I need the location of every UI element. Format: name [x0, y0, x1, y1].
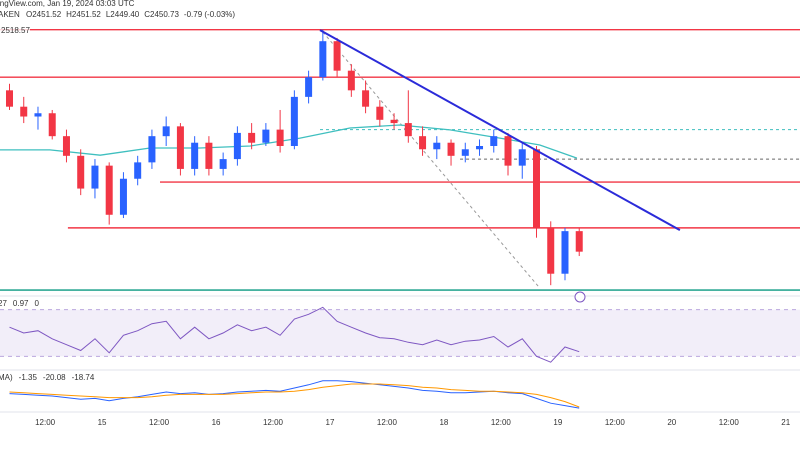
- indicator-legend: -20.08: [43, 373, 66, 382]
- symbol-label: AKEN: [0, 10, 20, 19]
- candle-body: [134, 162, 142, 179]
- candle-body: [191, 142, 199, 169]
- x-tick-label: 19: [553, 418, 562, 427]
- indicator-legend: 0.97: [13, 299, 29, 308]
- x-tick-label: 12:00: [263, 418, 284, 427]
- candle-body: [518, 149, 526, 166]
- candle-body: [176, 126, 184, 169]
- x-tick-label: 12:00: [377, 418, 398, 427]
- ohlc-label: O2451.52: [26, 10, 62, 19]
- candle-body: [219, 159, 227, 169]
- candle-body: [105, 165, 113, 215]
- indicator-legend: 0: [34, 299, 39, 308]
- candle-body: [333, 41, 341, 71]
- ohlc-label: C2450.73: [144, 10, 179, 19]
- x-tick-label: 16: [212, 418, 221, 427]
- price-label-box: [0, 25, 30, 36]
- candle-body: [575, 231, 583, 252]
- candle-body: [390, 119, 398, 124]
- candle-body: [91, 165, 99, 189]
- candle-body: [376, 106, 384, 120]
- candle-body: [547, 227, 555, 274]
- candle-body: [162, 126, 170, 137]
- candle-body: [262, 129, 270, 143]
- x-tick-label: 12:00: [35, 418, 56, 427]
- candle-body: [77, 155, 85, 189]
- candle-body: [5, 90, 13, 107]
- ohlc-label: H2451.52: [66, 10, 101, 19]
- candle-body: [148, 136, 156, 163]
- candle-body: [532, 149, 540, 228]
- x-tick-label: 12:00: [149, 418, 170, 427]
- candle-body: [504, 136, 512, 166]
- candle-body: [305, 77, 313, 97]
- candle-body: [205, 142, 213, 169]
- indicator-legend: -1.35: [19, 373, 38, 382]
- x-tick-label: 18: [439, 418, 448, 427]
- x-tick-label: 17: [326, 418, 335, 427]
- x-tick-label: 12:00: [605, 418, 626, 427]
- candle-body: [233, 132, 241, 160]
- measure-line: [322, 31, 541, 289]
- indicator-line: [9, 380, 580, 409]
- indicator-legend: MA): [0, 373, 13, 382]
- candle-body: [476, 145, 484, 150]
- candle-body: [347, 70, 355, 91]
- ohlc-label: L2449.40: [106, 10, 140, 19]
- candle-body: [290, 96, 298, 146]
- x-tick-label: 20: [667, 418, 676, 427]
- trendline: [319, 29, 681, 232]
- candle-body: [447, 142, 455, 156]
- candle-body: [119, 178, 127, 215]
- x-tick-label: 21: [781, 418, 790, 427]
- x-tick-label: 12:00: [719, 418, 740, 427]
- band: [0, 309, 800, 357]
- candle-body: [248, 132, 256, 143]
- candle-body: [461, 149, 469, 156]
- indicator-legend: -18.74: [72, 373, 95, 382]
- candle-body: [561, 231, 569, 274]
- candle-body: [34, 113, 42, 117]
- x-tick-label: 15: [98, 418, 107, 427]
- ohlc-label: -0.79 (-0.03%): [184, 10, 235, 19]
- indicator-legend: 27: [0, 299, 7, 308]
- candle-body: [419, 136, 427, 150]
- event-icon[interactable]: [574, 291, 586, 303]
- price-label: 2518.57: [1, 26, 30, 35]
- candle-body: [62, 136, 70, 156]
- candle-body: [433, 142, 441, 150]
- candle-body: [490, 136, 498, 146]
- moving-average: [0, 124, 578, 159]
- candle-body: [20, 106, 28, 117]
- candle-body: [362, 90, 370, 107]
- indicator-line: [9, 306, 580, 363]
- candle-body: [319, 41, 327, 78]
- candle-body: [48, 113, 56, 137]
- x-tick-label: 12:00: [491, 418, 512, 427]
- source-label: ingView.com, Jan 19, 2024 03:03 UTC: [0, 0, 135, 8]
- indicator-line: [9, 383, 580, 408]
- candle-body: [404, 123, 412, 137]
- candle-body: [276, 129, 284, 146]
